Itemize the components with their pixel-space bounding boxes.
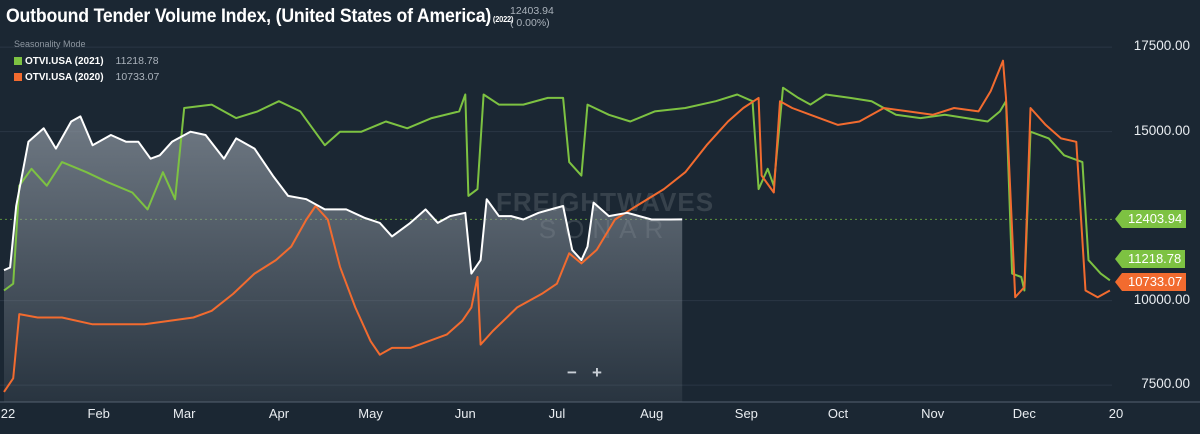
x-tick-label: Sep xyxy=(734,406,758,421)
last-value-flag: 11218.78 xyxy=(1114,250,1186,269)
x-tick-label: Nov xyxy=(921,406,945,421)
x-tick-label: May xyxy=(358,406,383,421)
title-year: (2022) xyxy=(492,15,514,24)
seasonality-mode-label: Seasonality Mode xyxy=(14,39,86,49)
legend-label-2021: OTVI.USA (2021) xyxy=(25,55,104,67)
x-tick-label: Apr xyxy=(268,406,290,421)
current-value-block: 12403.94 ( 0.00%) xyxy=(510,5,554,29)
series-line-otvi-usa-2020[interactable] xyxy=(3,59,1111,393)
y-tick-label: 10000.00 xyxy=(1133,291,1190,307)
legend-value-2021: 11218.78 xyxy=(115,55,159,67)
current-value: 12403.94 xyxy=(510,5,554,17)
legend-label-2020: OTVI.USA (2020) xyxy=(25,71,104,83)
x-tick-label: Jun xyxy=(454,406,476,421)
x-tick-label: Jul xyxy=(548,406,566,421)
chart-title: Outbound Tender Volume Index, (United St… xyxy=(6,6,514,28)
zoom-in-button[interactable]: + xyxy=(592,363,602,382)
y-tick-label: 15000.00 xyxy=(1133,122,1190,138)
current-change: ( 0.00%) xyxy=(510,17,550,29)
zoom-out-button[interactable]: − xyxy=(567,363,577,382)
last-value-flag: 10733.07 xyxy=(1114,272,1187,291)
x-tick-label: Mar xyxy=(173,406,196,421)
series-line-otvi-usa-2021[interactable] xyxy=(3,86,1111,292)
x-tick-label: Oct xyxy=(827,406,849,421)
y-tick-label: 17500.00 xyxy=(1133,38,1190,54)
legend-item-2021[interactable]: OTVI.USA (2021) 11218.78 xyxy=(14,55,159,67)
legend-swatch-2021 xyxy=(14,57,22,65)
x-tick-label: 20 xyxy=(1108,406,1124,421)
series-area-otvi-usa xyxy=(4,116,683,403)
x-tick-label: 22 xyxy=(0,406,16,421)
legend-value-2020: 10733.07 xyxy=(115,71,160,83)
series-layer xyxy=(3,59,1111,403)
series-line-otvi-usa[interactable] xyxy=(3,115,683,275)
legend-swatch-2020 xyxy=(14,73,22,81)
legend-item-2020[interactable]: OTVI.USA (2020) 10733.07 xyxy=(14,71,159,83)
x-tick-label: Feb xyxy=(87,406,110,421)
x-tick-label: Aug xyxy=(640,406,664,421)
title-text: Outbound Tender Volume Index, (United St… xyxy=(6,6,492,27)
y-tick-label: 7500.00 xyxy=(1141,376,1190,392)
last-value-flag: 12403.94 xyxy=(1114,210,1187,229)
x-tick-label: Dec xyxy=(1012,406,1036,421)
